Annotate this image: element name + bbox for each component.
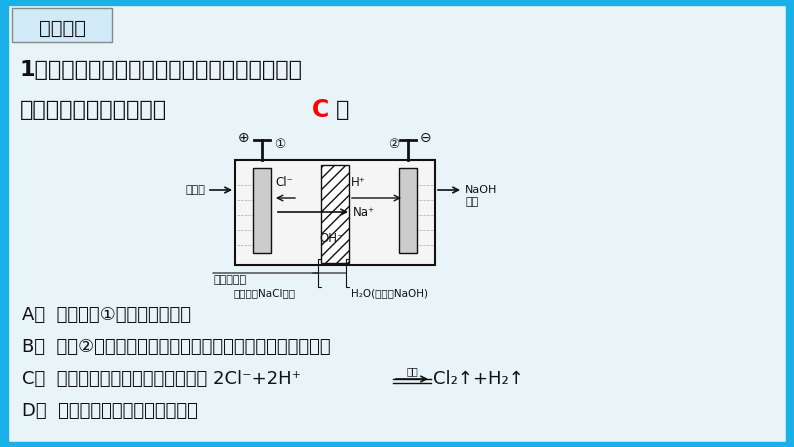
Text: 电解: 电解 [406,366,418,376]
Bar [253,168,271,253]
Text: ⊖: ⊖ [420,131,432,145]
Text: 活学活用: 活学活用 [38,18,86,38]
Bar [12,8,112,42]
Text: 1、下图是工业电解饱和食盐水的装置示意图，: 1、下图是工业电解饱和食盐水的装置示意图， [20,60,303,80]
Text: 下列说法中不正确的是（: 下列说法中不正确的是（ [20,100,167,120]
Bar [786,0,794,447]
Text: A．  装置出口①处的物质是氯气: A． 装置出口①处的物质是氯气 [22,306,191,324]
Text: D．  该装置是将电能转化为化学能: D． 该装置是将电能转化为化学能 [22,402,198,420]
Text: ⊕: ⊕ [238,131,250,145]
Text: NaOH: NaOH [465,185,497,195]
Text: 精制饱和NaCl溶液: 精制饱和NaCl溶液 [234,288,296,298]
Text: ①: ① [274,139,285,152]
Bar [321,165,349,263]
Text: Cl⁻: Cl⁻ [275,176,293,189]
Text: Na⁺: Na⁺ [353,206,375,219]
Text: OH⁻: OH⁻ [319,232,343,245]
Text: 离子交换膜: 离子交换膜 [214,275,247,285]
Bar [0,442,794,447]
Bar [399,168,417,253]
Bar [12,8,112,42]
Text: ）: ） [336,100,349,120]
Text: Cl₂↑+H₂↑: Cl₂↑+H₂↑ [433,370,524,388]
Text: B．  出口②处的物质是氢气，该离子交换膜只能让阳离子通过: B． 出口②处的物质是氢气，该离子交换膜只能让阳离子通过 [22,338,330,356]
Text: C．  装置中发生反应的离子方程式为 2Cl⁻+2H⁺: C． 装置中发生反应的离子方程式为 2Cl⁻+2H⁺ [22,370,301,388]
Text: 淡盐水: 淡盐水 [185,185,205,195]
Text: C: C [312,98,330,122]
Bar [0,0,794,5]
Text: H₂O(含少量NaOH): H₂O(含少量NaOH) [352,288,429,298]
Bar [235,160,435,265]
Text: H⁺: H⁺ [351,176,366,189]
Text: ②: ② [388,139,399,152]
Text: 溶液: 溶液 [465,197,478,207]
Bar [0,0,8,447]
